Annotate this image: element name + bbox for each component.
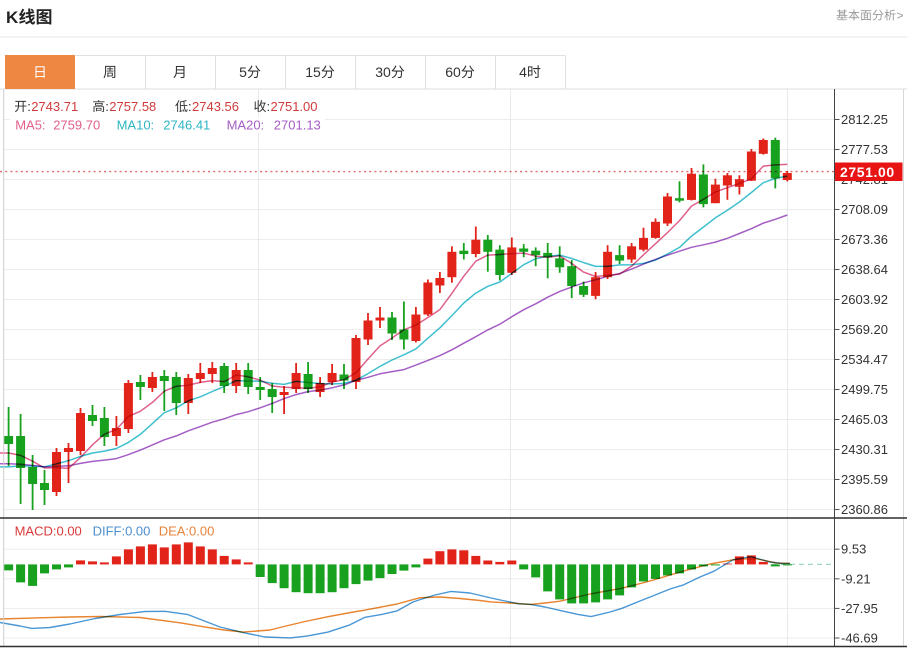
svg-text:9.53: 9.53 [841,542,866,557]
svg-text:2746.41: 2746.41 [163,118,210,133]
svg-text:MA5:: MA5: [15,118,45,133]
svg-text:2759.70: 2759.70 [53,118,100,133]
svg-text:2603.92: 2603.92 [841,292,888,307]
svg-text:2743.56: 2743.56 [192,99,239,114]
svg-text:DEA:0.00: DEA:0.00 [159,524,215,539]
svg-text:MA10:: MA10: [117,118,155,133]
svg-text:2534.47: 2534.47 [841,352,888,367]
svg-text:MACD:0.00: MACD:0.00 [15,524,82,539]
svg-text:-9.21: -9.21 [841,571,871,586]
svg-text:K: K [6,8,19,27]
svg-text:2812.25: 2812.25 [841,112,888,127]
svg-text::: : [105,99,109,114]
svg-text:5: 5 [239,64,247,80]
svg-text:-27.95: -27.95 [841,601,878,616]
svg-text:2751.00: 2751.00 [840,164,895,180]
svg-text:2673.36: 2673.36 [841,232,888,247]
svg-text:MA20:: MA20: [227,118,265,133]
svg-text::: : [267,99,271,114]
svg-text:2777.53: 2777.53 [841,142,888,157]
svg-text:30: 30 [375,64,391,80]
svg-text:60: 60 [445,64,461,80]
svg-text:DIFF:0.00: DIFF:0.00 [93,524,151,539]
svg-text:-46.69: -46.69 [841,631,878,646]
svg-text:2569.20: 2569.20 [841,322,888,337]
svg-text:2751.00: 2751.00 [271,99,318,114]
svg-text:2360.86: 2360.86 [841,502,888,517]
svg-text:>: > [897,9,904,23]
svg-text:2701.13: 2701.13 [274,118,321,133]
svg-text::: : [188,99,192,114]
svg-text:15: 15 [305,64,321,80]
svg-text:2499.75: 2499.75 [841,382,888,397]
svg-text:2430.31: 2430.31 [841,442,888,457]
svg-text:2708.09: 2708.09 [841,202,888,217]
svg-text:4: 4 [519,64,527,80]
svg-text:2743.71: 2743.71 [31,99,78,114]
svg-text::: : [27,99,31,114]
svg-text:2757.58: 2757.58 [109,99,156,114]
svg-text:2395.59: 2395.59 [841,472,888,487]
svg-text:2638.64: 2638.64 [841,262,888,277]
svg-text:2465.03: 2465.03 [841,412,888,427]
